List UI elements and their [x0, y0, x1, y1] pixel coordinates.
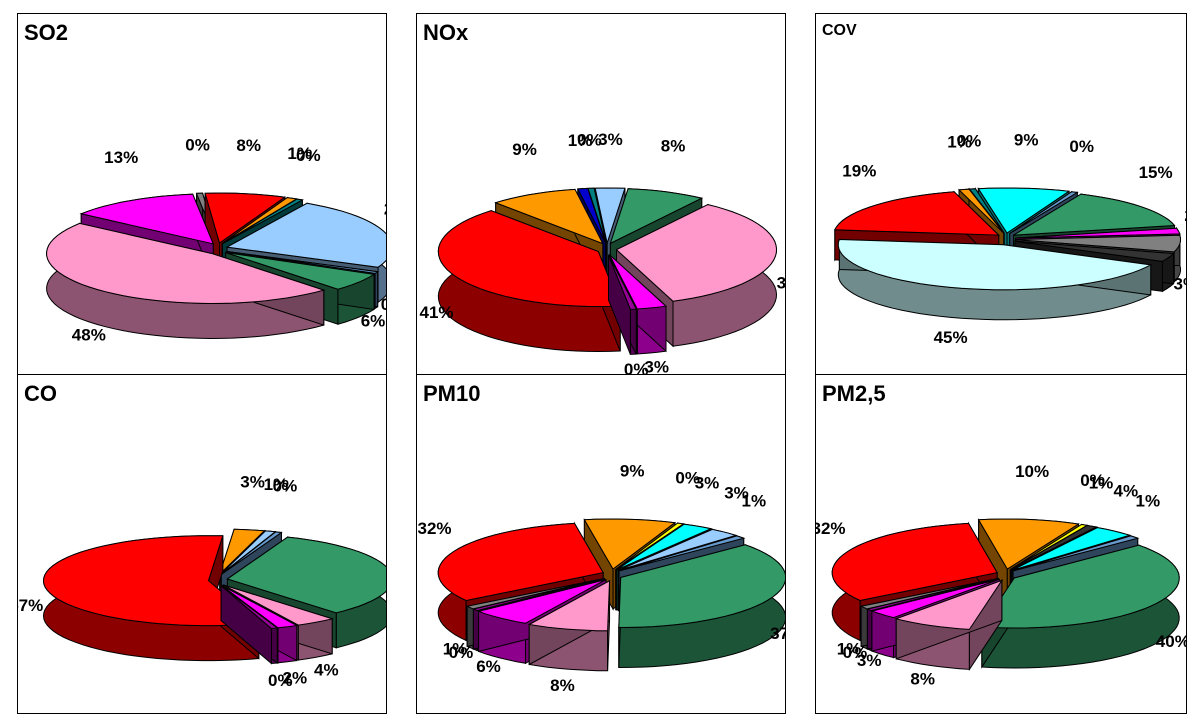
chart-title-nox: NOx	[423, 20, 469, 45]
pie-slice-6	[894, 578, 1004, 672]
chart-panel-cov: COV 9%0%15%2%6%3%45%19%1%0%	[815, 13, 1187, 381]
pie-label-1: 1%	[264, 475, 289, 494]
pie-label-4: 1%	[1136, 492, 1161, 511]
pie-label-9: 1%	[443, 639, 468, 658]
chart-title-pm10: PM10	[423, 381, 481, 406]
pie-label-7: 13%	[104, 148, 138, 167]
pie-label-4: 35%	[777, 273, 786, 292]
pie-label-6: 8%	[910, 670, 935, 689]
pie-label-3: 24%	[384, 200, 387, 219]
pie-label-0: 8%	[236, 136, 261, 155]
pie-slice-6	[46, 222, 326, 340]
pie-label-5: 2%	[283, 669, 308, 688]
pie-label-0: 1%	[568, 131, 593, 150]
pie-slice-7	[437, 209, 621, 353]
pie-label-6: 0%	[268, 671, 293, 690]
chart-panel-pm10: PM10 9% 0% 3% 3% 1% 37% 8% 6% 0% 1% 32%	[416, 374, 786, 714]
pie-label-1: 0%	[675, 469, 700, 488]
pie-label-8: 1%	[947, 133, 972, 152]
pie-label-5: 3%	[1174, 275, 1187, 294]
pie-label-8: 0%	[843, 643, 868, 662]
pie-label-5: 37%	[770, 624, 786, 643]
pie-slice-6	[527, 579, 611, 672]
pie-slice-6	[837, 238, 1153, 321]
pie-label-5: 3%	[644, 357, 669, 376]
pie-label-7: 57%	[17, 596, 43, 615]
pie-label-3: 3%	[724, 483, 749, 502]
pie-label-4: 6%	[1186, 250, 1187, 269]
pie-label-6: 45%	[934, 328, 968, 347]
pie-slice-7	[42, 535, 261, 662]
pie-label-7: 19%	[842, 162, 876, 181]
pie-label-4: 4%	[314, 661, 339, 680]
pie-slice-6	[220, 584, 279, 665]
pie-label-10: 32%	[417, 519, 451, 538]
chart-title-co: CO	[24, 381, 57, 406]
pie-slice-5	[618, 544, 785, 669]
pie-chart-pm25: 10% 0%1% 4%1%40%8%3%0%1%32%	[815, 462, 1187, 689]
pie-chart-nox: 1%0%3% 8%35%3%0%41%9%	[419, 130, 786, 379]
pie-chart-co: 3%1%0%33%4%2%0%57%	[17, 473, 386, 690]
pie-label-3: 4%	[1114, 482, 1139, 501]
pie-label-6: 8%	[550, 676, 575, 695]
pie-label-7: 41%	[419, 303, 453, 322]
pie-label-4: 0%	[381, 295, 387, 314]
pie-label-1: 1%	[287, 144, 312, 163]
pie-label-2: 15%	[1139, 163, 1173, 182]
pie-chart-cov: 9%0%15%2%6%3%45%19%1%0%	[833, 131, 1187, 347]
pie-label-3: 2%	[1184, 206, 1187, 225]
chart-panel-so2: SO2 8% 1% 0% 24% 0% 6% 48% 13% 0%	[17, 13, 387, 381]
pie-chart-pm10: 9% 0%3%3%1%37%8%6%0%1%32%	[417, 462, 786, 695]
pie-label-0: 10%	[1015, 462, 1049, 481]
pie-label-6: 48%	[72, 326, 106, 345]
pie-label-7: 6%	[476, 657, 501, 676]
pie-label-1: 0%	[1080, 471, 1105, 490]
pie-label-2: 0%	[273, 477, 298, 496]
pie-label-2: 3%	[598, 130, 623, 149]
chart-title-so2: SO2	[24, 20, 69, 45]
pie-label-3: 8%	[661, 136, 686, 155]
chart-title-cov: COV	[822, 22, 857, 39]
pie-label-0: 9%	[1014, 131, 1039, 150]
chart-title-pm25: PM2,5	[822, 381, 886, 406]
pie-label-10: 32%	[815, 519, 846, 538]
pie-label-2: 0%	[296, 146, 321, 165]
pie-chart-so2: 8% 1%0%24%0%6%48%13%0%	[46, 136, 387, 345]
chart-panel-co: CO 3% 1% 0% 33% 4% 2% 0% 57%	[17, 374, 387, 714]
pie-label-9: 0%	[957, 132, 982, 151]
pie-label-1: 0%	[577, 130, 602, 149]
pie-label-7: 3%	[857, 651, 882, 670]
pie-slice-6	[607, 254, 638, 355]
pie-label-1: 0%	[1069, 137, 1094, 156]
pie-label-4: 1%	[742, 492, 767, 511]
pie-label-8: 0%	[185, 136, 210, 155]
pie-label-9: 1%	[837, 639, 862, 658]
pie-label-5: 6%	[361, 312, 386, 331]
pie-label-0: 3%	[240, 473, 265, 492]
pie-label-8: 0%	[449, 643, 474, 662]
pie-label-8: 9%	[512, 140, 537, 159]
pie-label-5: 40%	[1156, 632, 1187, 651]
chart-panel-pm25: PM2,5 10% 0% 1% 4% 1% 40% 8% 3% 0% 1% 32%	[815, 374, 1187, 714]
pie-label-0: 9%	[620, 462, 645, 481]
pie-label-2: 3%	[695, 473, 720, 492]
pie-label-2: 1%	[1089, 473, 1114, 492]
chart-panel-nox: NOx 1% 0% 3% 8% 35% 3% 0% 41% 9%	[416, 13, 786, 381]
